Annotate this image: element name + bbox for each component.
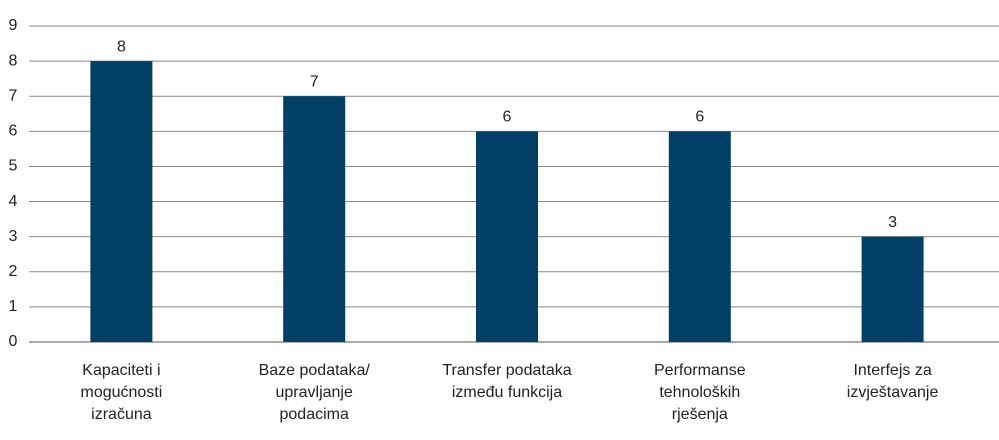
y-tick-label: 1 <box>9 298 18 315</box>
value-label: 7 <box>310 73 319 90</box>
value-label: 8 <box>117 38 126 55</box>
value-label: 6 <box>695 109 704 126</box>
x-tick-label: upravljanje <box>276 384 353 401</box>
x-tick-label: Interfejs za <box>853 362 931 379</box>
bar <box>668 131 731 342</box>
y-tick-label: 2 <box>9 263 18 280</box>
y-tick-label: 7 <box>9 87 18 104</box>
x-tick-label: mogućnosti <box>80 384 162 401</box>
bar <box>90 61 153 342</box>
x-tick-label: Performanse <box>654 362 746 379</box>
value-label: 3 <box>888 214 897 231</box>
y-tick-label: 9 <box>9 17 18 34</box>
y-tick-label: 4 <box>9 193 18 210</box>
x-tick-label: tehnoloških <box>659 384 740 401</box>
y-tick-label: 0 <box>9 333 18 350</box>
y-tick-label: 8 <box>9 52 18 69</box>
x-tick-label: podacima <box>280 406 349 423</box>
x-tick-label: Transfer podataka <box>442 362 571 379</box>
y-tick-label: 6 <box>9 123 18 140</box>
x-tick-label: izvještavanje <box>847 384 939 401</box>
y-tick-label: 3 <box>9 228 18 245</box>
x-tick-label: između funkcija <box>452 384 562 401</box>
x-tick-label: Kapaciteti i <box>82 362 160 379</box>
bar <box>861 236 924 342</box>
x-tick-label: izračuna <box>91 406 152 423</box>
bar <box>283 96 346 342</box>
value-label: 6 <box>503 109 512 126</box>
x-tick-label: Baze podataka/ <box>259 362 371 379</box>
y-tick-label: 5 <box>9 158 18 175</box>
x-tick-label: rješenja <box>672 406 728 423</box>
bar <box>476 131 538 342</box>
